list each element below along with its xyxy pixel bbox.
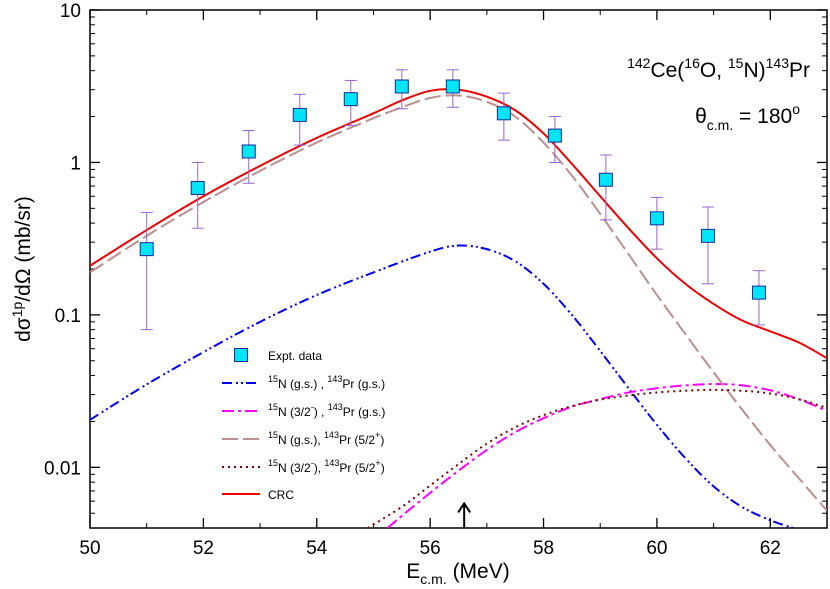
data-point — [751, 270, 766, 326]
legend-label-crc: CRC — [268, 488, 294, 502]
data-point — [394, 69, 409, 110]
series-line-ex_ex — [367, 388, 827, 528]
data-point — [649, 196, 664, 250]
data-marker — [190, 180, 205, 195]
data-marker — [343, 92, 358, 107]
x-tick-label: 54 — [306, 538, 328, 559]
data-point — [343, 79, 358, 126]
data-point — [241, 130, 256, 184]
legend-label-gs_gs: 15N (g.s.) , 143Pr (g.s.) — [268, 374, 385, 391]
data-point — [598, 154, 613, 221]
x-tick-label: 52 — [193, 538, 214, 559]
series-line-crc — [90, 88, 827, 360]
data-point — [700, 206, 715, 285]
data-point — [445, 69, 460, 108]
data-marker — [751, 285, 766, 300]
arrow-head — [457, 501, 472, 513]
data-marker — [394, 79, 409, 94]
x-tick-label: 58 — [533, 538, 554, 559]
y-tick-label: 1 — [70, 153, 81, 174]
series-layer — [90, 88, 827, 528]
x-tick-label: 62 — [760, 538, 781, 559]
x-tick-label: 60 — [646, 538, 667, 559]
data-marker — [547, 128, 562, 143]
data-point — [139, 211, 154, 331]
legend-label-ex_gs: 15N (3/2-) , 143Pr (g.s.) — [268, 402, 385, 419]
data-point — [496, 92, 511, 141]
data-point — [190, 161, 205, 229]
data-marker — [496, 106, 511, 121]
legend-label-ex_ex: 15N (3/2-), 143Pr (5/2+) — [268, 458, 385, 475]
legend: Expt. data 15N (g.s.) , 143Pr (g.s.) 15N (… — [222, 348, 385, 502]
chart-title-angle: θc.m. = 180o — [695, 101, 800, 133]
data-marker — [139, 242, 154, 257]
x-axis-label: Ec.m. (MeV) — [406, 560, 509, 587]
chart-title-reaction: 142Ce(16O, 15N)143Pr — [627, 55, 810, 82]
axis-ticks: 50 52 54 56 58 60 62 0.01 0.1 1 10 — [44, 1, 827, 559]
data-marker — [292, 107, 307, 122]
y-tick-label: 0.01 — [44, 458, 81, 479]
data-marker — [598, 172, 613, 187]
legend-marker-expt — [234, 348, 248, 362]
data-marker — [700, 228, 715, 243]
series-line-ex_gs — [386, 383, 827, 528]
y-tick-label: 0.1 — [55, 306, 81, 327]
series-line-gs_ex — [90, 94, 827, 512]
data-point — [292, 93, 307, 146]
x-tick-label: 50 — [79, 538, 100, 559]
series-line-gs_gs — [90, 244, 794, 528]
legend-label-gs_ex: 15N (g.s.), 143Pr (5/2+) — [268, 430, 384, 447]
legend-label-expt: Expt. data — [268, 349, 322, 363]
data-point — [547, 116, 562, 163]
data-marker — [241, 144, 256, 159]
x-tick-label: 56 — [420, 538, 441, 559]
y-tick-label: 10 — [60, 1, 81, 22]
data-points-layer — [139, 69, 766, 331]
data-marker — [649, 211, 664, 226]
y-axis-label: dσ1p/dΩ (mb/sr) — [9, 196, 35, 342]
data-marker — [445, 79, 460, 94]
